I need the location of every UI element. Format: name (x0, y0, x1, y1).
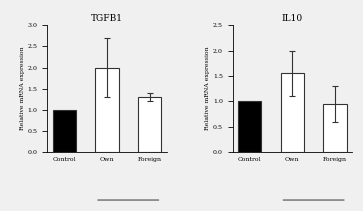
Title: IL10: IL10 (282, 14, 303, 23)
Bar (323, 104, 347, 152)
Bar (281, 73, 304, 152)
Bar (138, 97, 161, 152)
Bar (238, 101, 261, 152)
Title: TGFB1: TGFB1 (91, 14, 123, 23)
Bar (53, 110, 76, 152)
Y-axis label: Relative mRNA expression: Relative mRNA expression (20, 47, 25, 130)
Bar (95, 68, 119, 152)
Y-axis label: Relative mRNA expression: Relative mRNA expression (205, 47, 210, 130)
